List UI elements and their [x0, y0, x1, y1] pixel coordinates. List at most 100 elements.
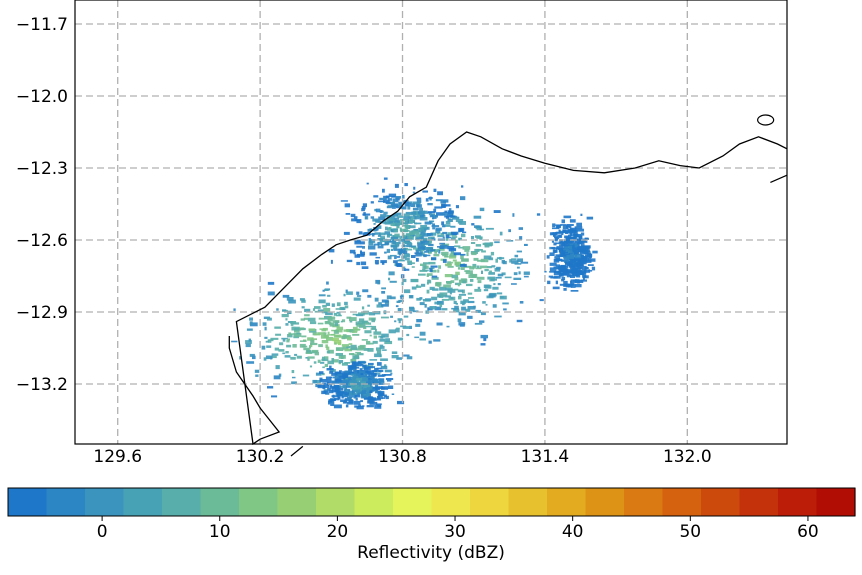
- echo-pixel: [356, 295, 362, 297]
- echo-pixel: [246, 328, 253, 331]
- echo-pixel: [429, 306, 437, 310]
- plot-frame: [74, 0, 788, 445]
- echo-pixel: [586, 253, 593, 257]
- echo-pixel: [458, 293, 466, 296]
- echo-pixel: [446, 281, 452, 285]
- echo-pixel: [465, 270, 473, 275]
- echo-pixel: [578, 270, 582, 272]
- echo-pixel: [368, 322, 372, 325]
- echo-pixel: [457, 289, 464, 293]
- echo-pixel: [367, 348, 374, 352]
- echo-pixel: [402, 200, 406, 204]
- echo-pixel: [582, 251, 585, 253]
- echo-pixel: [397, 318, 403, 321]
- echo-pixel: [480, 258, 489, 263]
- echo-pixel: [392, 223, 400, 226]
- echo-pixel: [458, 311, 466, 316]
- echo-pixel: [368, 245, 376, 250]
- echo-pixel: [380, 260, 387, 264]
- echo-pixel: [267, 386, 274, 389]
- echo-pixel: [536, 213, 541, 216]
- echo-pixel: [304, 314, 310, 317]
- echo-pixel: [564, 254, 567, 258]
- echo-pixel: [395, 328, 400, 333]
- colorbar-cell: [508, 488, 548, 516]
- echo-pixel: [566, 225, 569, 229]
- echo-pixel: [290, 321, 297, 324]
- echo-pixel: [354, 405, 359, 408]
- echo-pixel: [479, 320, 485, 323]
- echo-pixel: [566, 250, 573, 253]
- echo-pixel: [347, 329, 351, 332]
- echo-pixel: [374, 297, 379, 302]
- echo-pixel: [335, 385, 340, 389]
- echo-pixel: [467, 315, 473, 319]
- echo-pixel: [331, 372, 338, 376]
- echo-pixel: [285, 323, 289, 326]
- echo-pixel: [445, 220, 451, 224]
- echo-pixel: [349, 380, 358, 384]
- echo-pixel: [458, 228, 463, 232]
- echo-pixel: [564, 240, 567, 243]
- echo-pixel: [330, 259, 333, 264]
- echo-pixel: [361, 266, 369, 269]
- lat-tick-label: −13.2: [16, 375, 68, 395]
- echo-pixel: [559, 266, 565, 270]
- echo-pixel: [553, 242, 557, 246]
- echo-pixel: [574, 263, 580, 267]
- echo-pixel: [374, 328, 377, 332]
- echo-pixel: [325, 392, 330, 395]
- colorbar-cells: [8, 488, 856, 516]
- echo-pixel: [356, 377, 363, 381]
- echo-pixel: [393, 260, 398, 264]
- echo-pixel: [416, 249, 419, 254]
- echo-pixel: [421, 283, 426, 287]
- echo-pixel: [553, 276, 561, 279]
- echo-pixel: [326, 336, 334, 341]
- echo-pixel: [566, 224, 574, 226]
- echo-pixel: [362, 232, 371, 236]
- echo-pixel: [376, 350, 382, 354]
- echo-pixel: [394, 256, 397, 260]
- echo-pixel: [351, 361, 356, 364]
- echo-pixel: [404, 224, 409, 229]
- echo-pixel: [377, 280, 381, 285]
- colorbar-tick-label: 30: [444, 522, 466, 542]
- echo-pixel: [325, 302, 330, 306]
- echo-pixel: [406, 233, 410, 236]
- colorbar-cell: [200, 488, 240, 516]
- echo-pixel: [267, 291, 275, 296]
- echo-pixel: [368, 396, 373, 400]
- echo-pixel: [335, 329, 343, 333]
- echo-pixel: [444, 215, 452, 218]
- echo-pixel: [318, 317, 325, 320]
- echo-pixel: [374, 380, 382, 384]
- echo-pixel: [384, 251, 387, 254]
- echo-pixel: [361, 390, 367, 394]
- echo-pixel: [373, 370, 382, 373]
- echo-pixel: [436, 232, 440, 235]
- echo-pixel: [341, 319, 346, 323]
- island-outline-0: [290, 445, 304, 457]
- echo-pixel: [539, 299, 544, 302]
- echo-pixel: [364, 393, 371, 397]
- echo-pixel: [564, 245, 568, 249]
- echo-pixel: [455, 205, 459, 209]
- echo-pixel: [336, 371, 341, 374]
- echo-pixel: [360, 363, 364, 366]
- echo-pixel: [317, 384, 326, 389]
- echo-pixel: [473, 215, 482, 219]
- echo-pixel: [463, 265, 472, 268]
- echo-pixel: [317, 359, 321, 363]
- echo-pixel: [415, 252, 422, 257]
- echo-pixel: [574, 284, 582, 288]
- echo-pixel: [461, 289, 465, 294]
- echo-pixel: [372, 370, 378, 373]
- echo-pixel: [322, 289, 325, 292]
- echo-pixel: [288, 299, 296, 304]
- echo-pixel: [329, 376, 332, 379]
- echo-pixel: [366, 386, 372, 390]
- echo-pixel: [422, 265, 427, 269]
- echo-pixel: [518, 227, 523, 230]
- echo-pixel: [494, 268, 501, 272]
